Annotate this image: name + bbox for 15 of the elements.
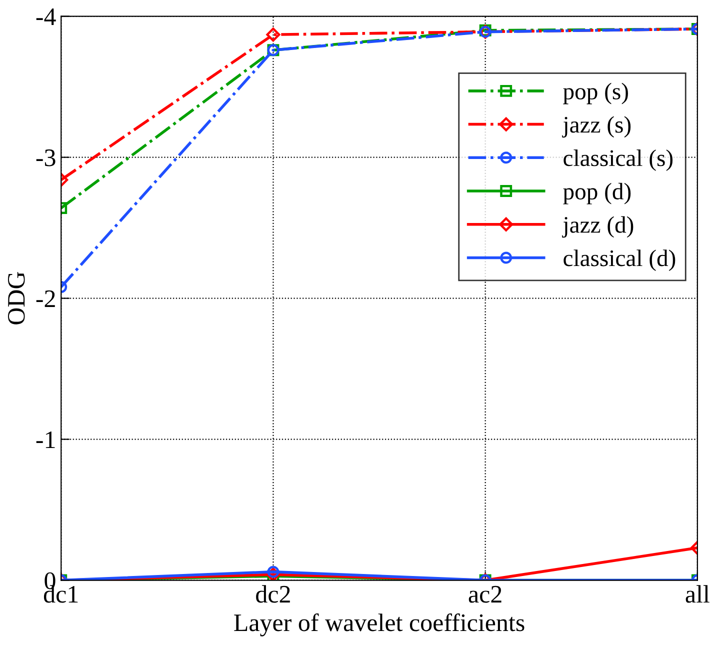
legend-label: classical (d) <box>564 250 676 272</box>
legend-label: classical (s) <box>564 150 673 171</box>
legend-label: jazz (s) <box>562 116 631 138</box>
y-tick-label: -3 <box>36 149 56 166</box>
legend-label: pop (s) <box>563 82 628 104</box>
y-tick-label: -2 <box>36 290 55 307</box>
legend-label: jazz (d) <box>562 216 634 238</box>
y-tick-label: -1 <box>36 431 55 448</box>
y-axis-title: ODG <box>8 272 25 324</box>
x-tick-label: dc2 <box>256 585 290 603</box>
x-axis-title: Layer of wavelet coefficients <box>234 613 524 636</box>
x-tick-label: ac2 <box>468 586 502 603</box>
legend-label: pop (d) <box>563 182 631 204</box>
x-tick-label: all <box>686 585 710 603</box>
y-tick-label: -4 <box>36 8 56 25</box>
